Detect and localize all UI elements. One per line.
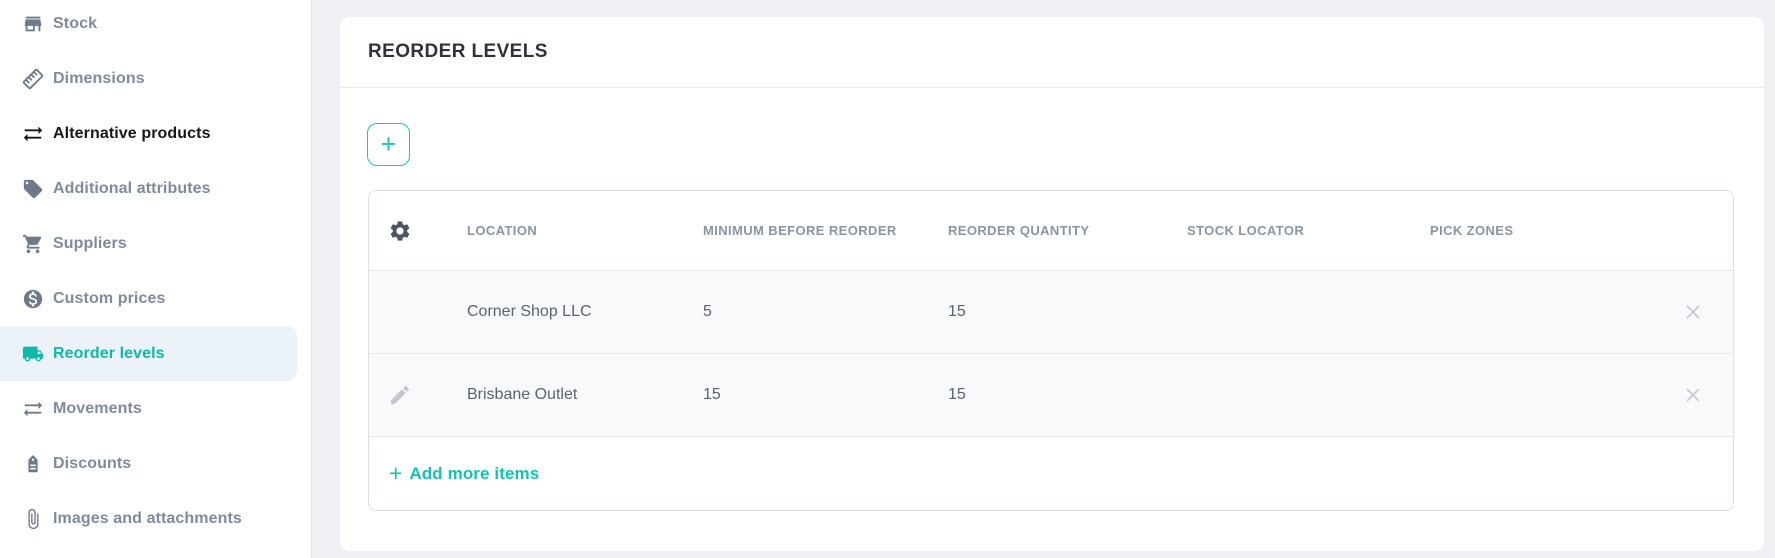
table-footer: + Add more items — [369, 437, 1733, 510]
truck-icon — [21, 342, 45, 366]
add-reorder-level-button[interactable]: + — [367, 123, 410, 166]
sidebar-item-alternative-products[interactable]: Alternative products — [0, 106, 297, 161]
reorder-levels-panel: REORDER LEVELS + LOCATION MINIMUM BEFORE… — [340, 17, 1764, 551]
sidebar-item-label: Reorder levels — [53, 344, 165, 362]
sidebar-item-label: Stock — [53, 14, 98, 32]
gear-icon — [390, 220, 410, 241]
cell-reorder-quantity: 15 — [948, 386, 966, 403]
plus-icon: + — [380, 129, 397, 159]
sidebar-item-label: Dimensions — [53, 69, 145, 87]
add-more-items-label: Add more items — [409, 463, 540, 483]
store-icon — [21, 12, 45, 36]
sidebar-item-discounts[interactable]: Discounts — [0, 436, 297, 491]
table-row[interactable]: Corner Shop LLC 5 15 — [369, 271, 1733, 354]
close-icon — [1686, 305, 1700, 319]
sidebar-item-label: Suppliers — [53, 234, 127, 252]
cell-reorder-quantity: 15 — [948, 303, 966, 320]
remove-row-button[interactable] — [1681, 300, 1705, 324]
table-row[interactable]: Brisbane Outlet 15 15 — [369, 354, 1733, 437]
swap-arrows-icon — [21, 397, 45, 421]
sidebar-item-label: Movements — [53, 399, 142, 417]
sidebar-nav: Stock Dimensions Alternative products Ad… — [0, 0, 312, 546]
column-header-location: LOCATION — [467, 223, 538, 238]
cell-location: Brisbane Outlet — [467, 386, 578, 403]
sidebar-item-additional-attributes[interactable]: Additional attributes — [0, 161, 297, 216]
column-header-minimum-before-reorder: MINIMUM BEFORE REORDER — [703, 223, 897, 238]
sidebar-item-label: Alternative products — [53, 124, 211, 142]
sidebar-item-movements[interactable]: Movements — [0, 381, 297, 436]
column-settings-button[interactable] — [369, 219, 467, 243]
sidebar-item-label: Additional attributes — [53, 179, 211, 197]
column-header-reorder-quantity: REORDER QUANTITY — [948, 223, 1090, 238]
sidebar-item-suppliers[interactable]: Suppliers — [0, 216, 297, 271]
sidebar-item-dimensions[interactable]: Dimensions — [0, 51, 297, 106]
sidebar-item-images-attachments[interactable]: Images and attachments — [0, 491, 297, 546]
plus-icon: + — [389, 460, 403, 486]
paperclip-icon — [21, 507, 45, 531]
sidebar-item-reorder-levels[interactable]: Reorder levels — [0, 326, 297, 381]
table-header-row: LOCATION MINIMUM BEFORE REORDER REORDER … — [369, 191, 1733, 271]
sidebar-item-stock[interactable]: Stock — [0, 0, 297, 51]
sidebar-item-custom-prices[interactable]: Custom prices — [0, 271, 297, 326]
cart-icon — [21, 232, 45, 256]
page-title: REORDER LEVELS — [368, 41, 548, 62]
ruler-icon — [21, 67, 45, 91]
column-header-stock-locator: STOCK LOCATOR — [1187, 223, 1305, 238]
pencil-icon — [391, 385, 410, 404]
sidebar-item-label: Images and attachments — [53, 509, 242, 527]
sidebar-item-label: Discounts — [53, 454, 132, 472]
sidebar-item-label: Custom prices — [53, 289, 166, 307]
remove-row-button[interactable] — [1681, 383, 1705, 407]
discount-tag-icon — [21, 452, 45, 476]
add-more-items-button[interactable]: + Add more items — [389, 462, 539, 485]
cell-minimum-before-reorder: 5 — [703, 303, 712, 320]
cell-minimum-before-reorder: 15 — [703, 386, 721, 403]
dollar-circle-icon — [21, 287, 45, 311]
swap-arrows-icon — [21, 122, 45, 146]
close-icon — [1686, 388, 1700, 402]
cell-location: Corner Shop LLC — [467, 303, 592, 320]
panel-header: REORDER LEVELS — [340, 17, 1764, 88]
sidebar: Stock Dimensions Alternative products Ad… — [0, 0, 312, 558]
column-header-pick-zones: PICK ZONES — [1430, 223, 1514, 238]
tag-icon — [21, 177, 45, 201]
reorder-levels-table: LOCATION MINIMUM BEFORE REORDER REORDER … — [368, 190, 1734, 511]
